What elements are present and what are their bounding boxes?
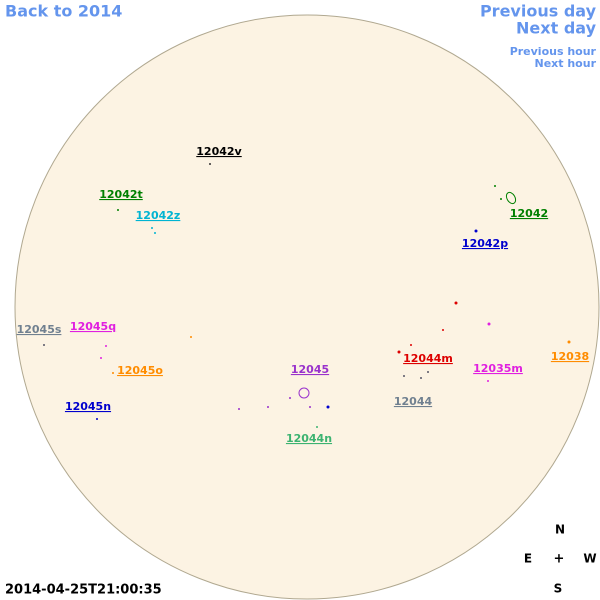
region-label[interactable]: 12044m	[403, 352, 453, 365]
spot	[500, 198, 502, 200]
compass-east: E	[524, 552, 532, 566]
spot	[267, 406, 269, 408]
spot	[298, 387, 310, 399]
region-label[interactable]: 12045	[291, 363, 329, 376]
previous-hour-link[interactable]: Previous hour	[510, 45, 597, 58]
spot	[454, 301, 458, 305]
compass-north: N	[555, 523, 565, 537]
spot	[505, 191, 517, 205]
sunspots	[43, 163, 571, 428]
back-link[interactable]: Back to 2014	[5, 2, 122, 21]
spot	[209, 163, 211, 165]
region-label[interactable]: 12044	[394, 395, 433, 408]
spot	[420, 377, 422, 379]
spot	[238, 408, 240, 410]
region-label[interactable]: 12042v	[196, 145, 242, 158]
region-label[interactable]: 12045q	[70, 320, 116, 333]
next-hour-link[interactable]: Next hour	[535, 57, 597, 70]
region-label[interactable]: 12042	[510, 207, 548, 220]
spot	[397, 350, 401, 354]
solar-disk	[14, 14, 600, 600]
spot	[567, 340, 571, 344]
compass-west: W	[583, 552, 596, 566]
spot	[316, 426, 318, 428]
spot	[474, 229, 478, 233]
previous-day-link[interactable]: Previous day	[480, 2, 597, 21]
region-label[interactable]: 12035m	[473, 362, 523, 375]
spot	[326, 405, 330, 409]
spot	[154, 232, 156, 234]
spot	[427, 371, 429, 373]
region-label[interactable]: 12045o	[117, 364, 163, 377]
spot	[43, 344, 45, 346]
spot	[309, 406, 311, 408]
spot	[442, 329, 444, 331]
spot	[117, 209, 119, 211]
spot	[487, 380, 489, 382]
spot	[105, 345, 107, 347]
region-label[interactable]: 12042t	[99, 188, 143, 201]
spot	[410, 344, 412, 346]
spot	[96, 418, 98, 420]
spot	[151, 227, 153, 229]
region-label[interactable]: 12038	[551, 350, 589, 363]
region-label[interactable]: 12042z	[136, 209, 181, 222]
region-label[interactable]: 12045n	[65, 400, 111, 413]
spot	[403, 375, 405, 377]
spot	[100, 357, 102, 359]
spot	[112, 372, 114, 374]
timestamp: 2014-04-25T21:00:35	[5, 583, 162, 598]
region-label[interactable]: 12044n	[286, 432, 332, 445]
region-label[interactable]: 12045s	[17, 323, 62, 336]
spot	[289, 397, 291, 399]
spot	[494, 185, 496, 187]
spot	[487, 322, 491, 326]
next-day-link[interactable]: Next day	[516, 19, 597, 38]
spot	[190, 336, 192, 338]
compass-center: +	[554, 552, 565, 567]
compass-south: S	[554, 582, 563, 596]
region-label[interactable]: 12042p	[462, 237, 508, 250]
